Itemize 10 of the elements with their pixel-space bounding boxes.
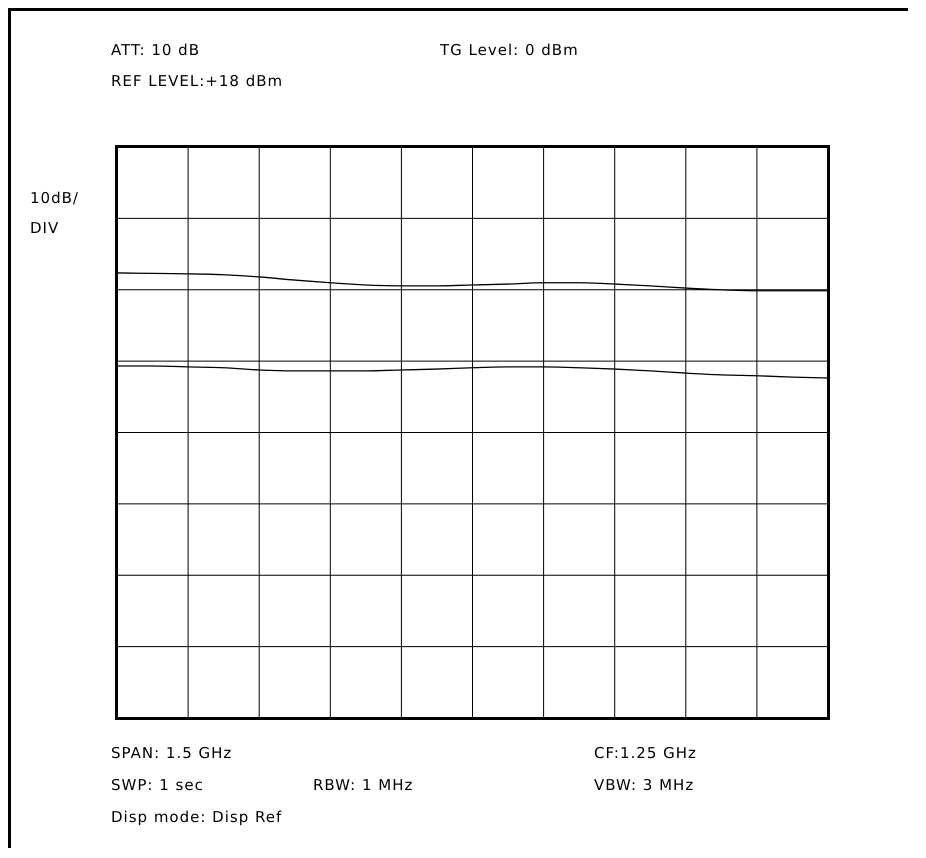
text: REF LEVEL:+18 dBm xyxy=(111,71,284,92)
text: 10dB/DIV xyxy=(30,188,80,239)
text: CF:1.25 GHz xyxy=(594,743,697,764)
text: VBW: 3 MHz xyxy=(594,775,694,796)
text: SPAN: 1.5 GHz xyxy=(111,743,232,764)
text: Disp mode: Disp Ref xyxy=(111,807,282,828)
text: ATT: 10 dB xyxy=(111,40,200,61)
text: RBW: 1 MHz xyxy=(313,775,414,796)
text: SWP: 1 sec xyxy=(111,775,204,796)
text: TG Level: 0 dBm xyxy=(440,40,579,61)
